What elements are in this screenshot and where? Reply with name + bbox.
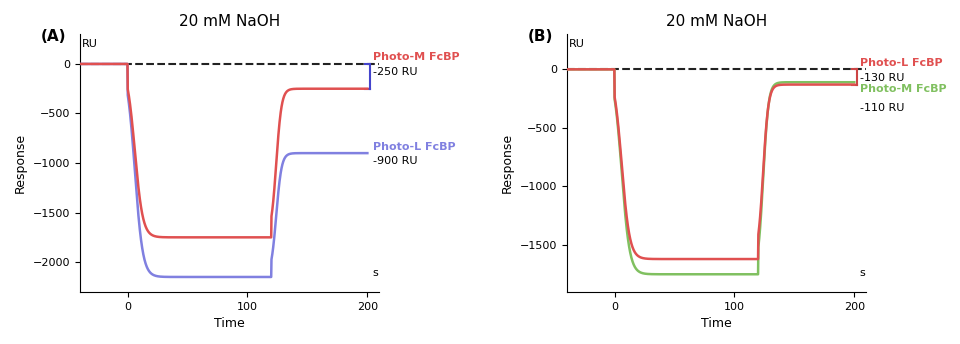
Title: 20 mM NaOH: 20 mM NaOH — [666, 14, 767, 29]
Text: Photo-L FcBP: Photo-L FcBP — [373, 142, 456, 152]
Text: (A): (A) — [40, 29, 66, 44]
Text: Photo-L FcBP: Photo-L FcBP — [860, 57, 943, 67]
Text: Photo-M FcBP: Photo-M FcBP — [373, 53, 460, 63]
Y-axis label: Response: Response — [501, 133, 514, 193]
Text: s: s — [372, 268, 378, 278]
Text: RU: RU — [82, 39, 98, 49]
Text: -250 RU: -250 RU — [373, 67, 418, 77]
Text: Photo-M FcBP: Photo-M FcBP — [860, 84, 947, 94]
X-axis label: Time: Time — [701, 317, 732, 330]
Text: -900 RU: -900 RU — [373, 156, 418, 166]
Text: (B): (B) — [528, 29, 553, 44]
Y-axis label: Response: Response — [13, 133, 27, 193]
Title: 20 mM NaOH: 20 mM NaOH — [179, 14, 280, 29]
Text: -110 RU: -110 RU — [860, 103, 904, 113]
Text: -130 RU: -130 RU — [860, 73, 904, 83]
Text: s: s — [859, 268, 865, 278]
Text: RU: RU — [569, 40, 585, 50]
X-axis label: Time: Time — [214, 317, 245, 330]
